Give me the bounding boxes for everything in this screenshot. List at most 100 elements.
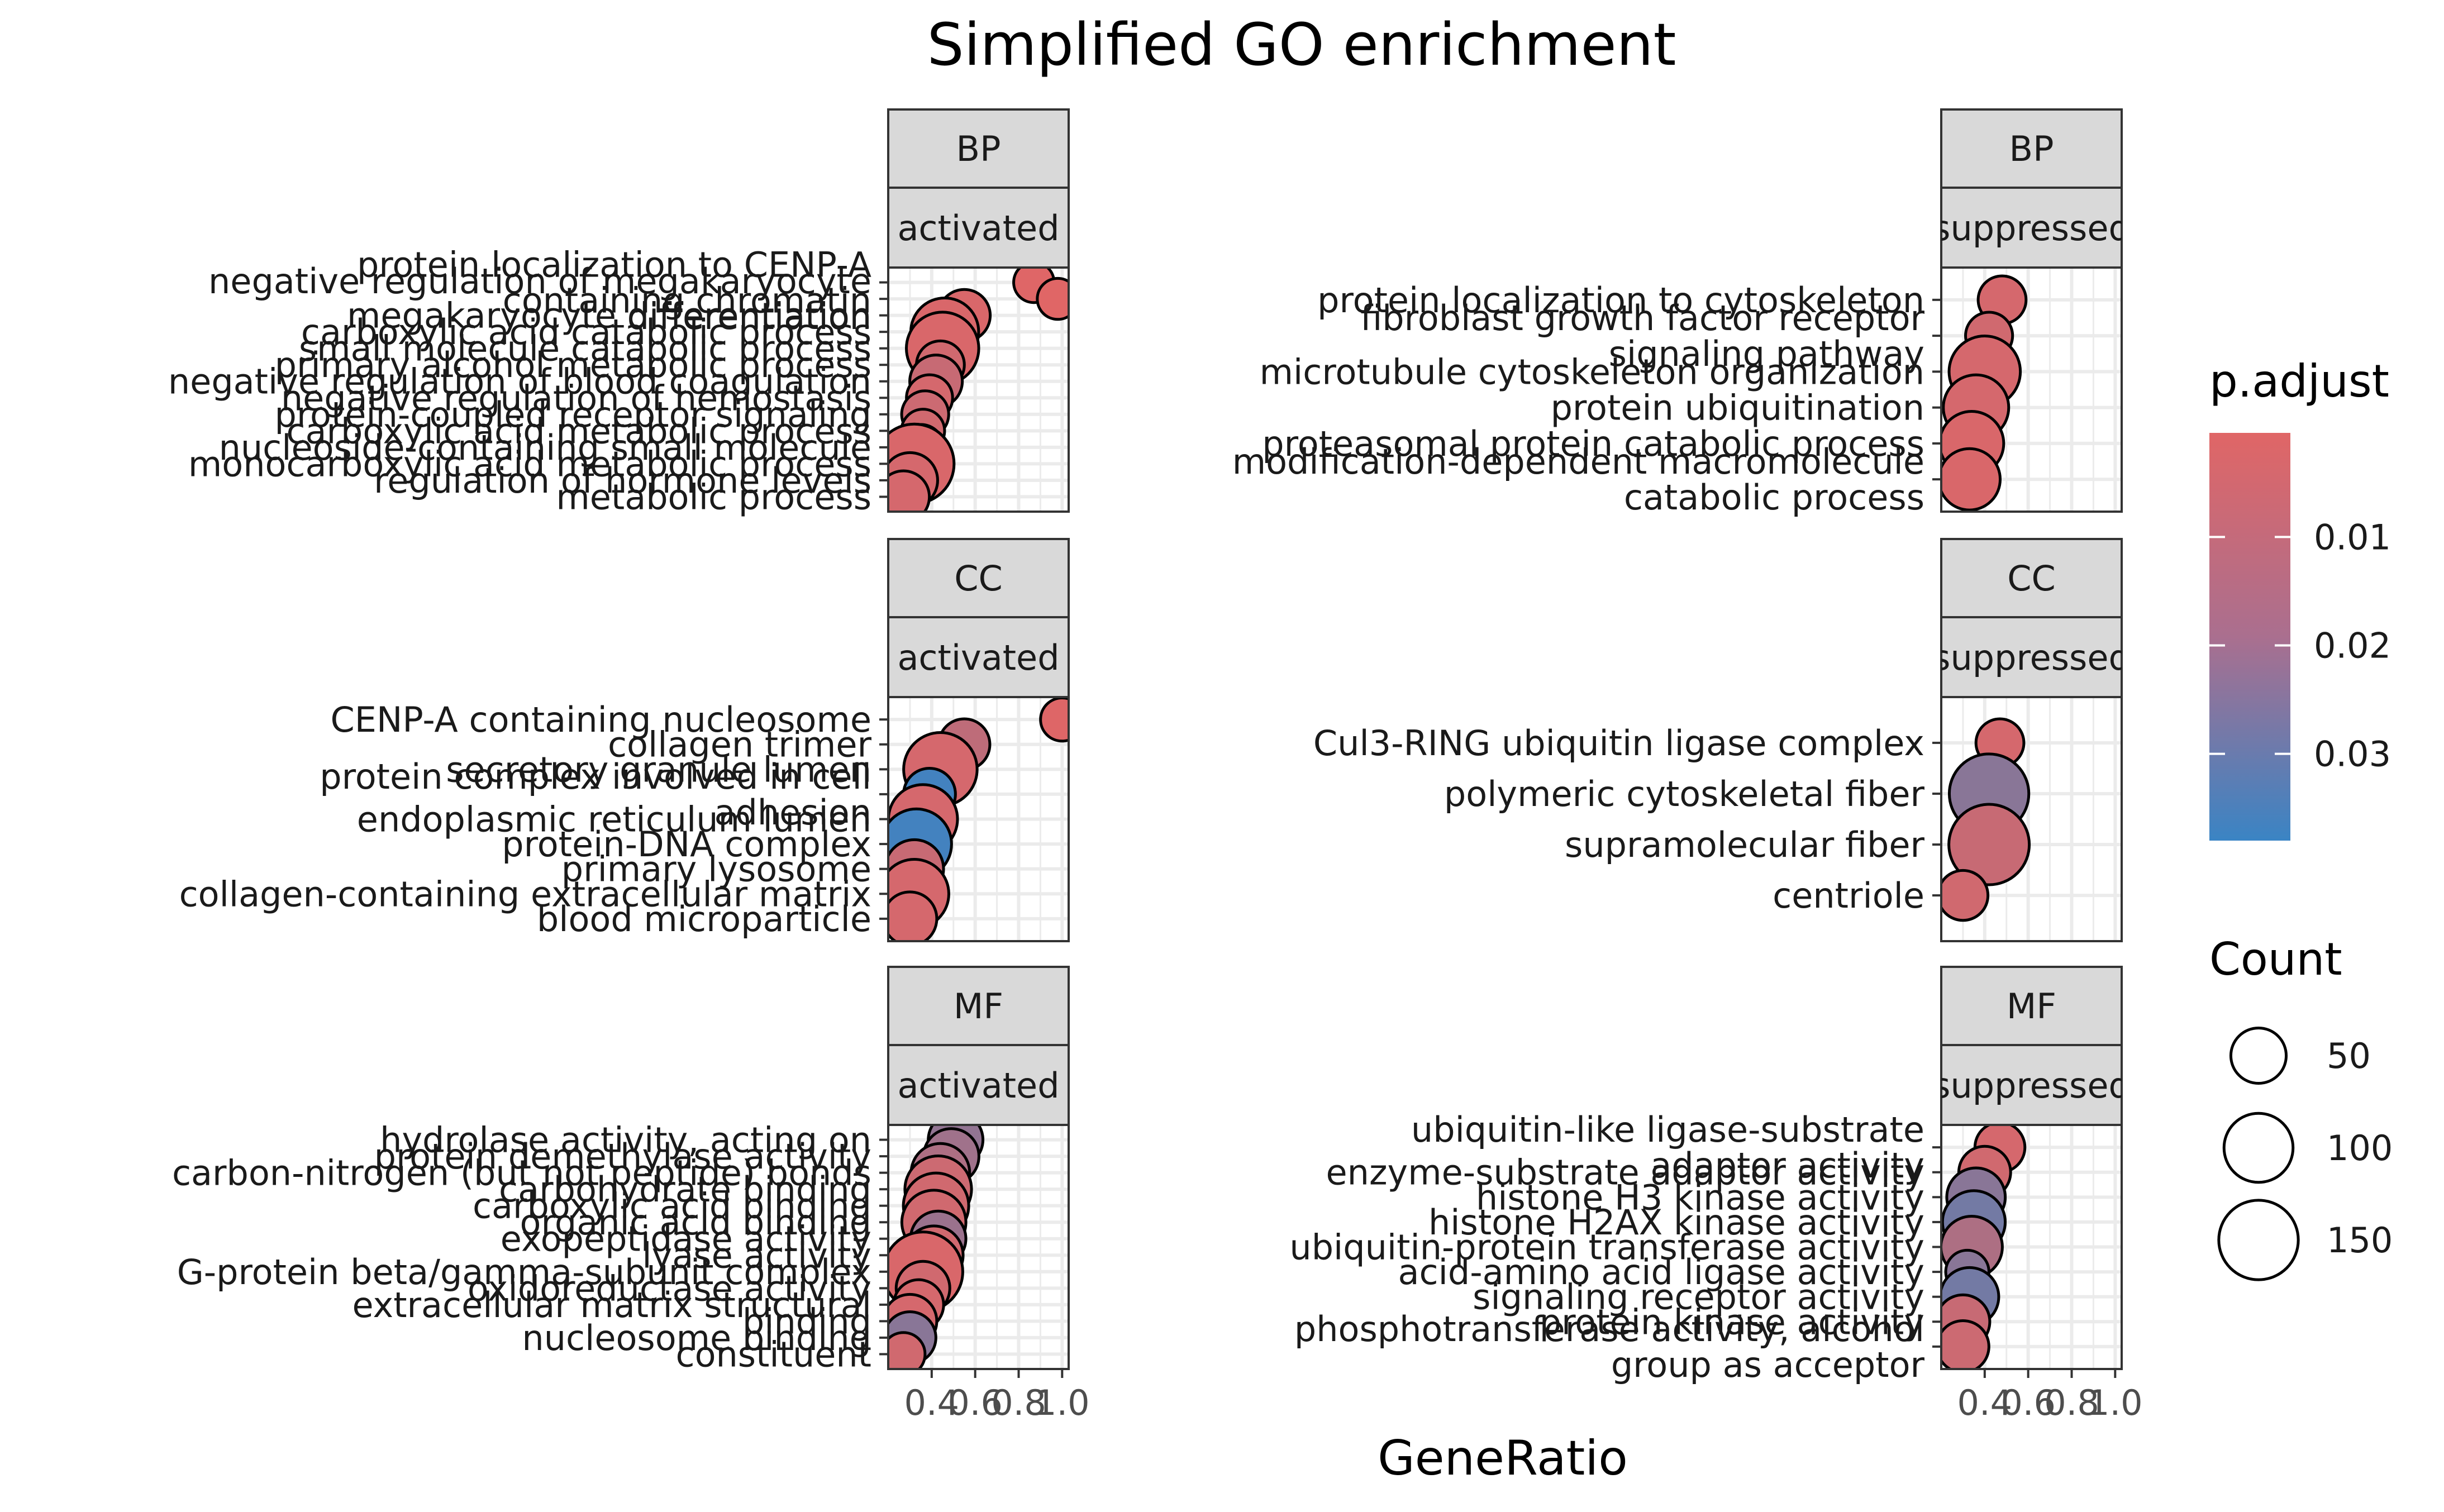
facet-strip-ontology-label: MF — [2007, 986, 2056, 1027]
y-tick-label-line: protein-coupled receptor signaling — [275, 394, 871, 435]
facet-strip-ontology-label: CC — [954, 558, 1003, 599]
color-legend-title: p.adjust — [2209, 355, 2389, 407]
data-point — [1941, 869, 1990, 922]
size-legend-label: 50 — [2327, 1036, 2371, 1076]
y-tick-label-line: protein demethylase activity — [374, 1136, 871, 1177]
y-tick-label: protein-coupled receptor signaling — [275, 394, 871, 435]
data-point — [1941, 1319, 1990, 1369]
facet-strip-ontology — [1940, 538, 2123, 618]
facet-strip-ontology — [887, 966, 1070, 1046]
y-tick-label: polymeric cytoskeletal fiber — [1444, 774, 1925, 814]
y-tick-label-line: protein ubiquitination — [1551, 388, 1924, 428]
facet-strip-ontology — [887, 108, 1070, 189]
facet-strip-ontology-label: CC — [2007, 558, 2056, 599]
size-legend-key — [2222, 1112, 2295, 1184]
size-legend-label: 100 — [2327, 1128, 2393, 1168]
y-tick-label-line: fibroblast growth factor receptor — [1360, 298, 1924, 338]
x-tick-label: 0.6 — [2000, 1382, 2056, 1423]
y-tick-label-line: proteasomal protein catabolic process — [1262, 423, 1924, 464]
y-tick-label: binding — [742, 1301, 871, 1342]
x-tick-label: 0.4 — [1957, 1382, 2013, 1423]
y-tick-label: monocarboxylic acid metabolic process — [188, 443, 871, 484]
y-tick-label-line: secretory granule lumen — [446, 749, 871, 790]
y-tick-label-line: endoplasmic reticulum lumen — [357, 799, 871, 840]
facet-strip-ontology-label: BP — [2009, 128, 2054, 169]
y-tick-label: blood microparticle — [537, 899, 871, 939]
points-layer — [1941, 1125, 2027, 1369]
y-tick-label: CENP-A containing nucleosome — [331, 699, 871, 740]
y-tick-label: endoplasmic reticulum lumen — [357, 799, 871, 840]
y-tick-label: organic acid binding — [520, 1202, 871, 1243]
points-layer — [888, 697, 1069, 941]
y-tick-label: carboxylic acid binding — [473, 1186, 871, 1227]
y-tick-label: enzyme-substrate adaptor activity — [1326, 1152, 1924, 1193]
y-tick-label-line: small molecule catabolic process — [299, 328, 871, 369]
y-tick-label-line: catabolic process — [1624, 477, 1924, 518]
y-tick-label-line: carboxylic acid binding — [473, 1186, 871, 1227]
y-tick-label: ubiquitin-protein transferase activity — [1289, 1227, 1924, 1268]
y-tick-label-line: organic acid binding — [520, 1202, 871, 1243]
color-legend-tick-label: 0.01 — [2314, 517, 2391, 557]
y-tick-label-line: ubiquitin-like ligase-substrate — [1411, 1109, 1924, 1150]
y-tick-label-line: nucleoside-containing small molecule — [219, 427, 871, 468]
data-point — [888, 890, 938, 941]
y-tick-label-line: Cul3-RING ubiquitin ligase complex — [1313, 723, 1924, 764]
facet-strip-ontology — [1940, 108, 2123, 189]
points-layer — [1941, 274, 2028, 512]
y-tick-label-line: containing chromatin — [503, 280, 871, 321]
y-tick-label: acid-amino acid ligase activity — [1398, 1252, 1924, 1292]
y-tick-label: carbohydrate binding — [499, 1169, 871, 1210]
y-tick-label: protein localization to cytoskeleton — [1317, 280, 1924, 321]
data-point — [1039, 697, 1069, 743]
y-tick-label-line: supramolecular fiber — [1565, 824, 1924, 865]
y-tick-label-line: differentiation — [627, 297, 871, 337]
y-tick-label: carboxylic acid metabolic process — [286, 411, 871, 451]
y-tick-label-line: group as acceptor — [1611, 1344, 1925, 1385]
size-legend-label: 150 — [2327, 1220, 2393, 1261]
y-tick-label-line: collagen-containing extracellular matrix — [179, 874, 871, 914]
panel-border — [1940, 1124, 2123, 1370]
y-tick-label-line: G-protein beta/gamma-subunit complex — [177, 1252, 871, 1292]
x-tick-label: 0.4 — [904, 1382, 960, 1423]
y-tick-label-line: enzyme-substrate adaptor activity — [1326, 1152, 1924, 1193]
y-tick-label-line: microtubule cytoskeleton organization — [1260, 351, 1924, 392]
y-tick-label: collagen trimer — [608, 724, 872, 765]
y-tick-label-line: phosphotransferase activity, alcohol — [1294, 1309, 1924, 1349]
y-tick-label-line: protein kinase activity — [1540, 1301, 1924, 1342]
y-tick-label: microtubule cytoskeleton organization — [1260, 351, 1924, 392]
y-tick-label: nucleosome binding — [522, 1318, 871, 1358]
y-tick-label-line: CENP-A containing nucleosome — [331, 699, 871, 740]
x-tick-label: 1.0 — [2088, 1382, 2143, 1423]
y-tick-label-line: protein localization to CENP-A — [357, 245, 871, 285]
x-tick-label: 0.6 — [947, 1382, 1003, 1423]
y-tick-label: Cul3-RING ubiquitin ligase complex — [1313, 723, 1924, 764]
facet-strip-group-label: suppressed — [1932, 637, 2131, 678]
y-tick-label-line: protein-DNA complex — [502, 824, 871, 865]
y-tick-label-line: oxidoreductase activity — [468, 1268, 871, 1309]
facet-strip-ontology-label: BP — [956, 128, 1001, 169]
y-tick-label: collagen-containing extracellular matrix — [179, 874, 871, 914]
y-tick-label-line: adhesion — [714, 792, 871, 833]
y-tick-label-line: primary lysosome — [561, 849, 871, 890]
facet-strip-group — [1940, 616, 2123, 698]
y-tick-label-line: constituent — [675, 1334, 871, 1375]
y-tick-label-line: metabolic process — [556, 476, 871, 517]
y-tick-label-line: negative regulation of hemostasis — [281, 378, 871, 418]
y-tick-label-line: polymeric cytoskeletal fiber — [1444, 774, 1925, 814]
facet-strip-group — [887, 1044, 1070, 1126]
panel-border — [887, 696, 1070, 942]
data-point — [888, 1331, 927, 1369]
y-tick-label-line: extracellular matrix structural — [352, 1285, 871, 1325]
y-tick-label: fibroblast growth factor receptor signali… — [1360, 298, 1924, 374]
y-tick-label: carbon-nitrogen (but not peptide) bonds — [172, 1153, 871, 1194]
y-tick-label: carboxylic acid catabolic process — [301, 312, 871, 352]
y-tick-label: metabolic process — [556, 476, 871, 517]
panel-cc-suppressed: CC suppressed Cul3-RING ubiquitin ligase c… — [1313, 538, 2131, 942]
facet-strip-group-label: activated — [897, 208, 1059, 249]
panel-border — [1940, 696, 2123, 942]
facet-strip-ontology-label: MF — [954, 986, 1003, 1027]
